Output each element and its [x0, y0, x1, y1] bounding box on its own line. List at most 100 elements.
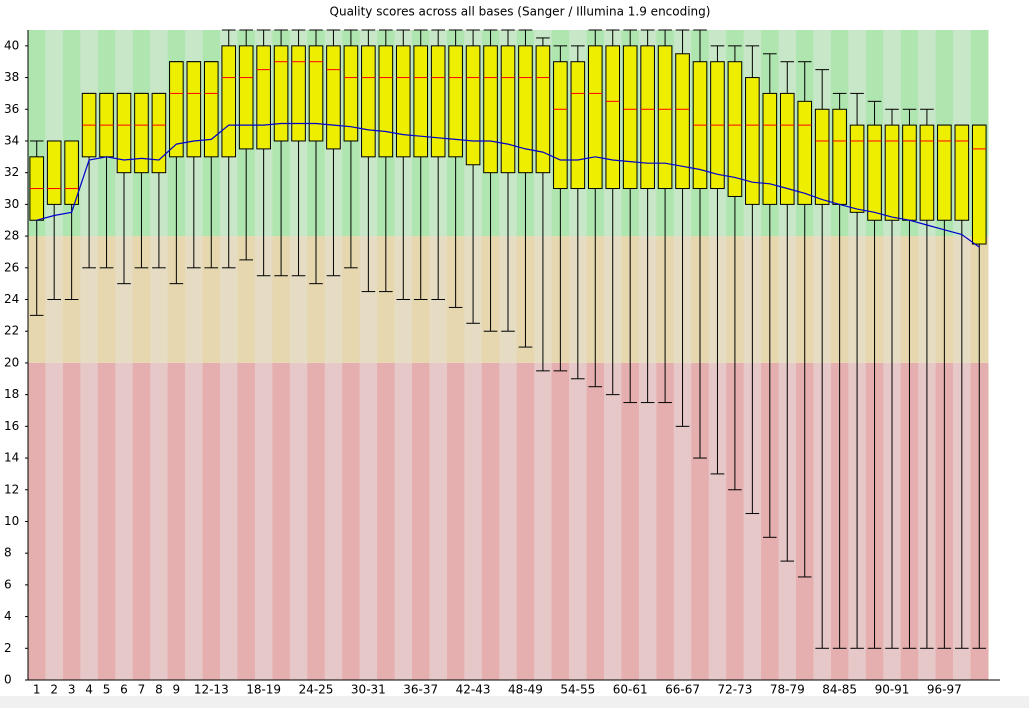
x-tick-label: 90-91	[875, 683, 910, 697]
quality-zone	[62, 362, 81, 680]
x-tick-label: 78-79	[770, 683, 805, 697]
box	[832, 108, 847, 205]
box	[395, 45, 411, 158]
quality-zone	[220, 362, 238, 680]
quality-zone	[272, 236, 291, 363]
box	[762, 92, 778, 205]
box	[465, 45, 481, 166]
quality-zone	[499, 362, 518, 680]
x-tick-label: 2	[50, 683, 58, 697]
quality-zone	[45, 362, 64, 680]
y-tick-label: 26	[4, 260, 19, 274]
box	[413, 45, 429, 158]
box	[884, 124, 900, 221]
quality-zone	[359, 236, 378, 363]
quality-zone	[621, 362, 640, 680]
box	[797, 100, 813, 205]
box	[518, 45, 533, 174]
box	[169, 61, 184, 158]
box	[971, 124, 987, 245]
x-tick-label: 12-13	[194, 683, 229, 697]
quality-zone	[726, 362, 745, 680]
box	[343, 45, 359, 142]
y-tick-label: 28	[4, 229, 19, 243]
quality-zone	[115, 362, 134, 680]
y-tick-label: 20	[4, 355, 19, 369]
x-tick-label: 7	[138, 683, 146, 697]
box	[622, 45, 638, 190]
quality-zone	[551, 362, 570, 680]
quality-zone	[254, 236, 273, 363]
box	[308, 45, 324, 142]
quality-zone	[516, 362, 535, 680]
y-tick-label: 30	[4, 197, 19, 211]
quality-zone	[359, 362, 378, 680]
y-tick-label: 6	[4, 577, 12, 591]
quality-zone	[656, 362, 675, 680]
box	[675, 53, 690, 190]
y-tick-label: 2	[4, 641, 12, 655]
box	[448, 45, 463, 158]
box	[919, 124, 935, 221]
quality-zone	[394, 362, 413, 680]
box	[570, 61, 586, 190]
x-tick-label: 36-37	[403, 683, 438, 697]
quality-zone	[185, 362, 204, 680]
x-tick-label: 96-97	[927, 683, 962, 697]
box	[727, 61, 743, 197]
plot	[29, 29, 987, 649]
box	[902, 124, 917, 221]
y-tick-label: 22	[4, 324, 19, 338]
box	[553, 61, 568, 190]
box	[326, 45, 341, 150]
box	[238, 45, 254, 150]
quality-zone	[412, 362, 430, 680]
x-tick-label: 42-43	[456, 683, 491, 697]
x-tick-label: 1	[33, 683, 41, 697]
x-tick-label: 24-25	[299, 683, 334, 697]
x-tick-label: 3	[68, 683, 76, 697]
x-tick-label: 66-67	[665, 683, 700, 697]
x-tick-label: 30-31	[351, 683, 386, 697]
quality-zone	[289, 362, 308, 680]
box	[361, 45, 376, 158]
quality-zone	[324, 236, 343, 363]
box	[116, 92, 132, 174]
box	[640, 45, 655, 190]
y-tick-label: 8	[4, 546, 12, 560]
quality-zone	[237, 236, 256, 363]
box	[378, 45, 394, 158]
quality-zone	[167, 362, 186, 680]
box	[273, 45, 289, 142]
quality-zone	[638, 362, 657, 680]
quality-zone	[429, 362, 448, 680]
quality-zone	[307, 236, 326, 363]
y-tick-label: 24	[4, 292, 19, 306]
box	[291, 45, 306, 142]
box	[779, 92, 795, 205]
x-tick-label: 54-55	[560, 683, 595, 697]
quality-zone	[377, 236, 396, 363]
quality-zone	[324, 362, 343, 680]
box	[430, 45, 446, 158]
y-tick-label: 40	[4, 38, 19, 52]
quality-zone	[150, 362, 169, 680]
y-tick-label: 16	[4, 419, 19, 433]
quality-zone	[202, 362, 221, 680]
quality-zone	[743, 362, 762, 680]
y-tick-label: 32	[4, 165, 19, 179]
box	[46, 140, 62, 205]
x-tick-label: 72-73	[717, 683, 752, 697]
x-tick-label: 5	[103, 683, 111, 697]
quality-zone	[446, 362, 465, 680]
quality-zone	[691, 362, 710, 680]
quality-zone	[534, 362, 553, 680]
box	[483, 45, 498, 174]
box	[937, 124, 952, 221]
quality-zone	[115, 236, 134, 363]
x-tick-label: 8	[155, 683, 163, 697]
y-tick-label: 38	[4, 70, 19, 84]
quality-zone	[237, 362, 256, 680]
quality-zone	[586, 362, 605, 680]
